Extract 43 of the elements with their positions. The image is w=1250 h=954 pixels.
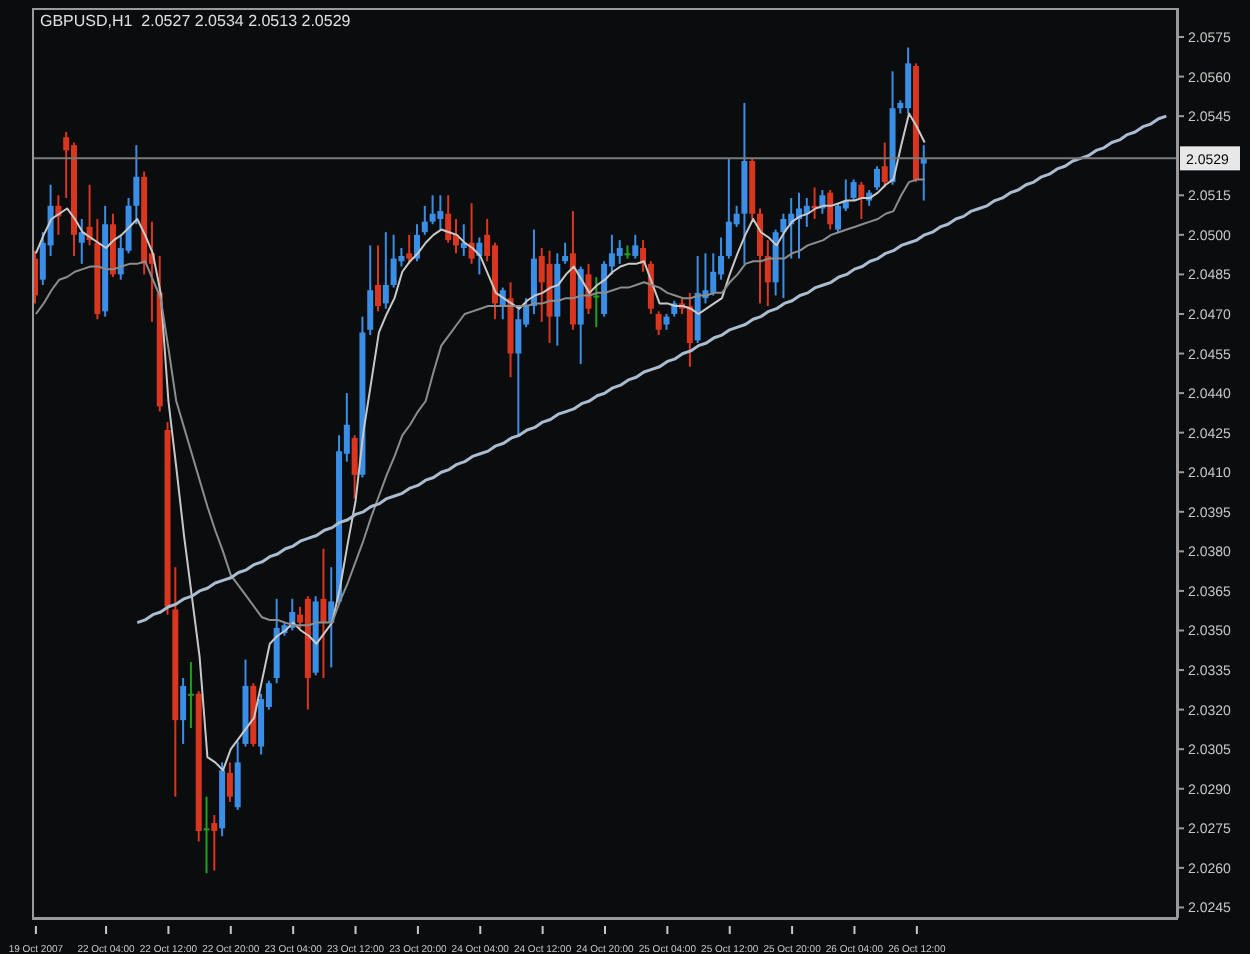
candlestick — [780, 212, 787, 300]
chart-title: GBPUSD,H1 2.0527 2.0534 2.0513 2.0529 — [40, 12, 351, 30]
candlestick — [390, 233, 397, 289]
candlestick — [725, 157, 732, 260]
candlestick — [445, 194, 452, 244]
candlestick — [920, 144, 927, 202]
candlestick — [375, 244, 382, 313]
candlestick — [562, 241, 569, 265]
candlestick — [406, 233, 413, 265]
line-series — [34, 112, 926, 772]
candlestick — [180, 676, 187, 745]
line-series — [135, 114, 1168, 625]
candlestick — [78, 218, 85, 265]
line-series — [34, 178, 926, 627]
candlestick — [757, 207, 764, 305]
candlestick — [858, 181, 865, 221]
candlestick — [686, 291, 693, 368]
candlestick — [226, 761, 233, 803]
candlestick — [616, 239, 623, 265]
candlestick — [211, 814, 218, 872]
candlestick — [905, 46, 912, 115]
candlestick — [764, 239, 771, 308]
candlestick — [881, 141, 888, 189]
candlestick — [187, 661, 194, 730]
candlestick — [827, 189, 834, 231]
candlestick — [538, 247, 545, 323]
candlestick — [710, 252, 717, 297]
candlestick — [203, 795, 210, 875]
candlestick — [834, 202, 841, 234]
candlestick — [515, 305, 522, 437]
candlestick — [320, 547, 327, 679]
candlestick — [593, 276, 600, 329]
candlestick — [624, 244, 631, 260]
candlestick — [632, 233, 639, 260]
candlestick — [382, 231, 389, 310]
candlestick — [850, 178, 857, 202]
candlestick — [655, 310, 662, 337]
candlestick — [351, 434, 358, 500]
candlestick — [367, 244, 374, 337]
candlestick — [421, 204, 428, 236]
candlestick — [437, 194, 444, 231]
candlestick — [429, 194, 436, 226]
candlestick — [873, 165, 880, 191]
